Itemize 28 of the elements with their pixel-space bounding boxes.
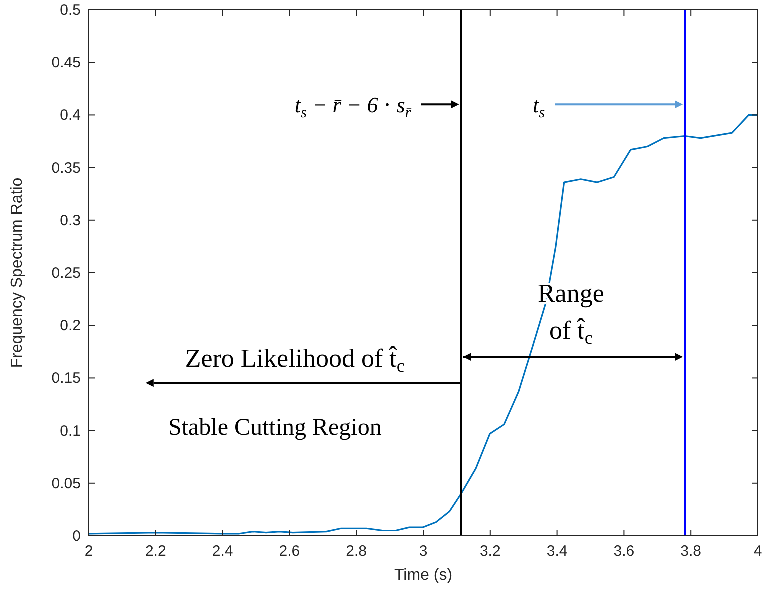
- y-tick-label: 0.05: [52, 475, 81, 492]
- x-tick-label: 3.6: [614, 543, 635, 560]
- y-tick-label: 0.15: [52, 370, 81, 388]
- x-tick-label: 3.4: [546, 543, 568, 560]
- y-tick-label: 0.3: [60, 212, 81, 230]
- annotation: t$_{s}$ − r̄ − 6 ⋅ s$_{r̄}$: [294, 92, 412, 122]
- x-tick-label: 2: [84, 543, 94, 560]
- x-tick-label: 3: [419, 543, 428, 560]
- y-axis-title: Frequency Spectrum Ratio: [9, 178, 26, 368]
- x-tick-label: 4: [754, 543, 762, 560]
- y-tick-label: 0.1: [60, 422, 81, 440]
- y-tick-label: 0.5: [60, 2, 81, 19]
- x-tick-label: 3.8: [680, 543, 702, 560]
- x-tick-label: 3.2: [480, 543, 501, 560]
- x-tick-label: 2.6: [279, 543, 300, 560]
- y-tick-label: 0.45: [52, 54, 81, 72]
- annotation: t$_{s}$: [532, 92, 546, 122]
- x-tick-label: 2.8: [346, 543, 368, 560]
- y-tick-label: 0.2: [60, 318, 81, 335]
- y-tick-label: 0.35: [52, 160, 81, 177]
- annotation: Zero Likelihood of t̂$_{c}$: [185, 344, 405, 377]
- x-axis-title: Time (s): [394, 567, 453, 584]
- annotation: Stable Cutting Region: [168, 415, 382, 442]
- x-tick-label: 2.4: [212, 543, 234, 560]
- y-tick-label: 0.25: [52, 265, 81, 282]
- y-tick-label: 0.4: [60, 107, 81, 124]
- y-tick-label: 0: [72, 528, 81, 545]
- x-tick-label: 2.2: [145, 543, 166, 560]
